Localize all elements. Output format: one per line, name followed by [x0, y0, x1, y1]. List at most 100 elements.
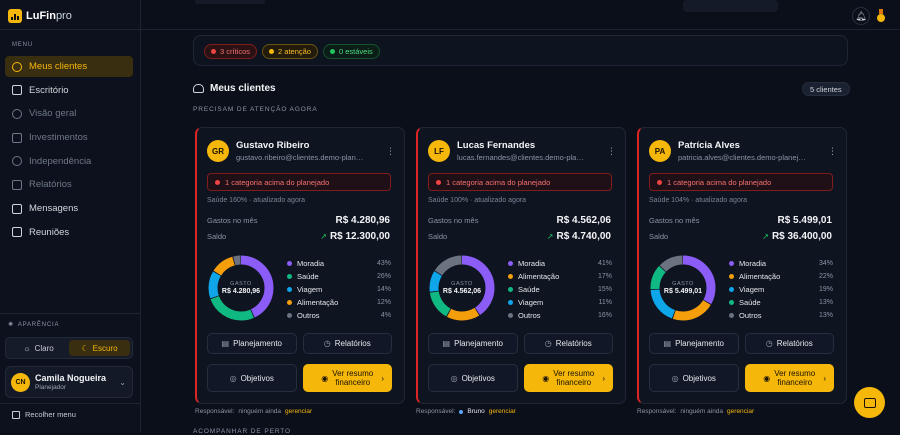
- legend-percent: 22%: [818, 273, 833, 280]
- medal-icon[interactable]: [876, 9, 886, 23]
- legend-percent: 16%: [597, 312, 612, 319]
- legend-item: Viagem 14%: [287, 283, 391, 296]
- legend-percent: 11%: [598, 299, 613, 306]
- responsible-line: Responsável: ninguém ainda gerenciar: [195, 408, 313, 415]
- spent-row: Gastos no mês R$ 5.499,01: [649, 215, 832, 226]
- balance-row: Saldo ↗ R$ 12.300,00: [207, 231, 390, 242]
- legend-swatch: [508, 261, 513, 266]
- sidebar-item-reunioes[interactable]: Reuniões: [5, 222, 133, 243]
- sidebar-item-visao-geral[interactable]: Visão geral: [5, 103, 133, 124]
- legend-percent: 13%: [818, 312, 833, 319]
- legend-label: Moradia: [739, 259, 767, 268]
- donut-caption: GASTO: [230, 281, 252, 287]
- balance-value: R$ 12.300,00: [329, 231, 390, 242]
- financial-summary-button[interactable]: ◉ Ver resumo financeiro ›: [302, 364, 392, 392]
- client-card[interactable]: LF Lucas Fernandes lucas.fernandes@clien…: [416, 127, 626, 404]
- user-menu[interactable]: CN Camila Nogueira Planejador ⌄: [5, 366, 133, 398]
- planning-button[interactable]: ▤ Planejamento: [207, 333, 297, 354]
- legend-swatch: [729, 313, 734, 318]
- client-name[interactable]: Patrícia Alves: [678, 140, 740, 151]
- legend-swatch: [287, 313, 292, 318]
- sidebar-item-mensagens[interactable]: Mensagens: [5, 198, 133, 219]
- reports-button[interactable]: ◷ Relatórios: [302, 333, 392, 354]
- financial-summary-button[interactable]: ◉ Ver resumo financeiro ›: [523, 364, 613, 392]
- client-name[interactable]: Gustavo Ribeiro: [236, 140, 310, 151]
- planning-button[interactable]: ▤ Planejamento: [649, 333, 739, 354]
- donut-segment-viagem: [429, 255, 495, 321]
- alert-dot: [436, 179, 441, 185]
- spent-label: Gastos no mês: [649, 216, 700, 225]
- legend-percent: 13%: [818, 299, 833, 306]
- donut-segment-saúde: [650, 255, 716, 321]
- theme-light-button[interactable]: ☼ Claro: [23, 343, 54, 353]
- more-options-icon[interactable]: ⋮: [386, 146, 395, 156]
- chevron-right-icon: ›: [602, 373, 605, 383]
- sidebar-item-relatorios[interactable]: Relatórios: [5, 174, 133, 195]
- legend-item: Viagem 11%: [508, 296, 612, 309]
- responsible-line: Responsável: Bruno gerenciar: [416, 408, 516, 415]
- legend-swatch: [508, 287, 513, 292]
- spent-value: R$ 4.280,96: [335, 215, 391, 226]
- category-legend: Moradia 34% Alimentação 22% Viagem 19% S…: [729, 257, 833, 322]
- goals-button[interactable]: ◎ Objetivos: [207, 364, 297, 392]
- stable-filter-pill[interactable]: 0 estáveis: [322, 44, 380, 59]
- divider: [141, 29, 900, 30]
- client-name[interactable]: Lucas Fernandes: [457, 140, 536, 151]
- spending-donut-chart: [208, 255, 274, 321]
- manage-link[interactable]: gerenciar: [488, 408, 516, 415]
- balance-label: Saldo: [649, 232, 669, 241]
- target-icon: ◎: [450, 373, 458, 383]
- theme-dark-button[interactable]: ☾ Escuro: [69, 340, 130, 356]
- manage-link[interactable]: gerenciar: [285, 408, 313, 415]
- sidebar-item-label: Independência: [29, 155, 92, 167]
- status-summary-panel: 3 críticos 2 atenção 0 estáveis: [193, 35, 848, 66]
- financial-summary-button[interactable]: ◉ Ver resumo financeiro ›: [744, 364, 834, 392]
- legend-percent: 34%: [818, 260, 833, 267]
- legend-item: Moradia 41%: [508, 257, 612, 270]
- spent-row: Gastos no mês R$ 4.562,06: [428, 215, 611, 226]
- more-options-icon[interactable]: ⋮: [828, 146, 837, 156]
- bell-icon[interactable]: 🔔︎: [852, 7, 870, 25]
- attention-filter-pill[interactable]: 2 atenção: [262, 44, 318, 59]
- donut-segment-alimentação: [650, 255, 716, 321]
- chat-button[interactable]: [854, 387, 885, 418]
- collapse-menu-button[interactable]: Recolher menu: [12, 410, 76, 419]
- menu-heading: MENU: [12, 42, 33, 48]
- reports-button[interactable]: ◷ Relatórios: [744, 333, 834, 354]
- legend-label: Alimentação: [297, 298, 339, 307]
- spent-row: Gastos no mês R$ 4.280,96: [207, 215, 390, 226]
- goals-button[interactable]: ◎ Objetivos: [428, 364, 518, 392]
- sidebar-item-independencia[interactable]: Independência: [5, 151, 133, 172]
- critical-filter-pill[interactable]: 3 críticos: [204, 44, 258, 59]
- brand-name: LuFinpro: [26, 10, 72, 22]
- client-card[interactable]: PA Patrícia Alves patricia.alves@cliente…: [637, 127, 847, 404]
- balance-value: R$ 4.740,00: [556, 231, 612, 242]
- sidebar-item-investimentos[interactable]: Investimentos: [5, 127, 133, 148]
- donut-center: GASTO R$ 4.280,96: [207, 254, 275, 322]
- legend-item: Outros 4%: [287, 309, 391, 322]
- client-card[interactable]: GR Gustavo Ribeiro gustavo.ribeiro@clien…: [195, 127, 405, 404]
- responsible-value: ninguém ainda: [680, 408, 724, 415]
- manage-link[interactable]: gerenciar: [727, 408, 755, 415]
- app-logo[interactable]: LuFinpro: [8, 9, 72, 23]
- legend-item: Saúde 26%: [287, 270, 391, 283]
- legend-label: Outros: [739, 311, 762, 320]
- trend-up-icon: ↗: [762, 232, 769, 241]
- sidebar-item-label: Visão geral: [29, 108, 77, 120]
- donut-segment-moradia: [650, 255, 716, 321]
- chart-logo-icon: [8, 9, 22, 23]
- sidebar-item-escritorio[interactable]: Escritório: [5, 80, 133, 101]
- planning-button[interactable]: ▤ Planejamento: [428, 333, 518, 354]
- user-role: Planejador: [35, 384, 67, 391]
- legend-item: Saúde 15%: [508, 283, 612, 296]
- legend-item: Moradia 34%: [729, 257, 833, 270]
- goals-button[interactable]: ◎ Objetivos: [649, 364, 739, 392]
- reports-button[interactable]: ◷ Relatórios: [523, 333, 613, 354]
- sidebar-item-meus-clientes[interactable]: Meus clientes: [5, 56, 133, 77]
- legend-percent: 14%: [376, 286, 391, 293]
- legend-label: Viagem: [518, 298, 544, 307]
- sidebar-item-label: Mensagens: [29, 203, 79, 215]
- more-options-icon[interactable]: ⋮: [607, 146, 616, 156]
- legend-item: Alimentação 22%: [729, 270, 833, 283]
- clock-icon: ◷: [544, 339, 552, 348]
